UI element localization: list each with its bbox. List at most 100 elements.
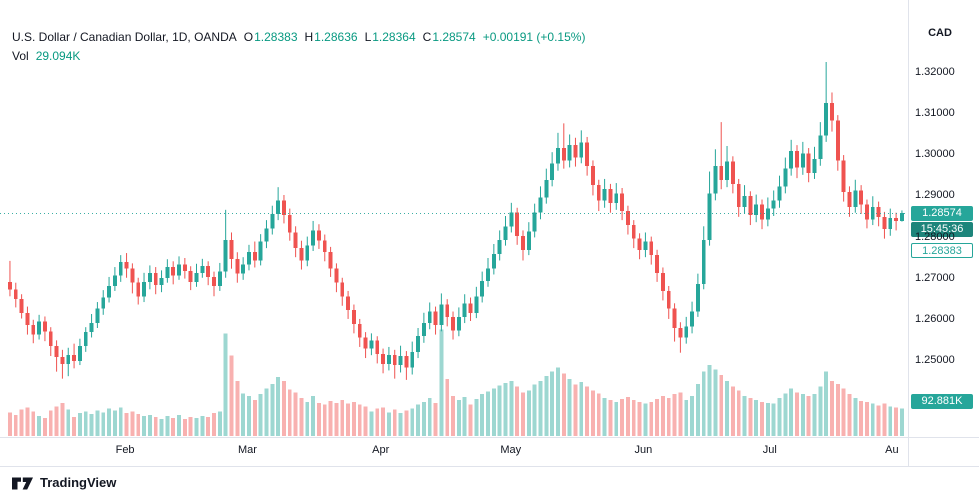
tradingview-logo-icon[interactable] [12, 476, 33, 490]
volume-bar [95, 410, 100, 436]
volume-bar [118, 407, 123, 436]
high-value: 1.28636 [314, 30, 358, 44]
volume-bar [194, 417, 199, 436]
volume-bar [363, 406, 368, 436]
volume-bar [550, 371, 555, 436]
volume-bar [591, 390, 595, 436]
candle-body [521, 235, 525, 250]
volume-bar [369, 411, 374, 436]
volume-bar [66, 409, 71, 436]
volume-bar [608, 399, 613, 436]
volume-label[interactable]: Vol [12, 49, 29, 63]
volume-bar [72, 417, 77, 436]
candle-body [882, 216, 887, 230]
volume-bar [235, 380, 240, 436]
footer-bar: TradingView [0, 467, 979, 498]
price-tick-label: 1.26000 [915, 312, 955, 325]
candle-body [573, 145, 578, 158]
volume-bar [37, 416, 42, 436]
candle-body [19, 299, 24, 313]
volume-bar [247, 396, 251, 436]
volume-bar [311, 396, 316, 436]
candle-body [404, 356, 409, 368]
volume-bar [672, 394, 677, 436]
time-tick-label: Mar [238, 444, 257, 456]
candle-body [795, 150, 799, 168]
symbol-title[interactable]: U.S. Dollar / Canadian Dollar, 1D, OANDA [12, 30, 237, 44]
candle-body [503, 226, 508, 240]
volume-bar [60, 402, 65, 436]
candle-body [544, 179, 549, 198]
volume-bar [188, 417, 193, 436]
candle-body [655, 255, 660, 273]
candle-body [433, 311, 438, 326]
candle-body [783, 168, 788, 187]
volume-bar [112, 410, 117, 436]
candle-body [701, 239, 706, 284]
candle-body [153, 272, 158, 286]
tradingview-brand-text[interactable]: TradingView [40, 475, 117, 490]
candle-body [591, 165, 595, 186]
candle-body [89, 323, 94, 333]
volume-bar [264, 388, 269, 436]
change-value: +0.00191 (+0.15%) [482, 30, 586, 44]
candle-body [25, 312, 30, 326]
volume-bar [602, 398, 607, 436]
volume-bar [771, 403, 776, 436]
candle-body [666, 290, 671, 309]
candle-body [538, 197, 543, 213]
ohlc-values: O1.28383 H1.28636 L1.28364 C1.28574 +0.0… [244, 28, 586, 47]
candle-body [334, 268, 339, 283]
volume-bar [486, 391, 490, 436]
candles [8, 62, 904, 380]
candle-body [818, 135, 823, 160]
volume-bar [451, 396, 455, 436]
candle-body [853, 190, 858, 207]
candle-body [375, 340, 380, 354]
candle-body [620, 193, 625, 212]
candle-body [147, 272, 152, 282]
time-axis-separator [0, 437, 979, 438]
volume-bar [713, 369, 718, 436]
time-tick-label: Feb [115, 444, 135, 456]
candle-body [66, 355, 71, 365]
volume-bar [480, 394, 485, 436]
time-tick-label: Au [885, 444, 899, 456]
volume-bar [579, 381, 584, 436]
volume-bar [171, 417, 176, 436]
volume-bar [870, 403, 875, 436]
candle-body [474, 296, 479, 313]
time-axis[interactable]: Feb Mar Apr May Jun Jul Au [0, 438, 908, 466]
candle-body [765, 208, 770, 220]
volume-bar [824, 371, 829, 436]
candle-body [42, 321, 47, 332]
volume-bar [882, 403, 887, 436]
price-tick-label: 1.32000 [915, 65, 955, 78]
volume-bar [556, 367, 560, 436]
volume-bar [730, 386, 735, 436]
volume-bar [340, 399, 345, 436]
volume-bar [754, 399, 759, 436]
candle-body [579, 142, 584, 158]
volume-bar [521, 392, 525, 436]
volume-bar [649, 401, 654, 436]
candle-body [351, 309, 356, 324]
candle-body [660, 272, 665, 291]
candle-body [223, 239, 228, 272]
volume-bar [130, 411, 135, 436]
candle-body [171, 267, 176, 276]
symbol-legend[interactable]: U.S. Dollar / Canadian Dollar, 1D, OANDA… [12, 28, 585, 66]
volume-bar [818, 386, 823, 436]
bar-countdown-badge: 15:45:36 [911, 222, 973, 237]
candle-body [888, 218, 893, 230]
candle-body [357, 323, 362, 338]
volume-bar [375, 408, 380, 436]
candle-body [112, 275, 117, 286]
candle-body [451, 316, 455, 331]
candle-body [462, 303, 467, 317]
volume-bar [398, 413, 403, 436]
high-label: H [304, 30, 314, 44]
volume-bar [859, 400, 864, 436]
price-axis[interactable]: 1.28574 15:45:36 1.28383 92.881K 1.32000… [909, 0, 979, 437]
